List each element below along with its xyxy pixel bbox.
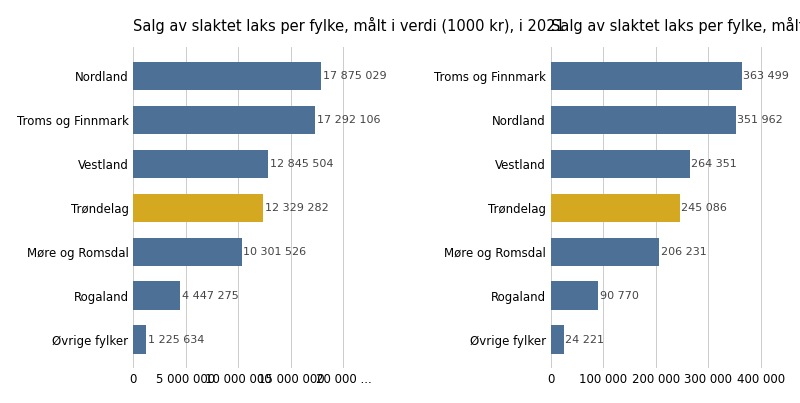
Text: 363 499: 363 499 bbox=[743, 71, 790, 81]
Bar bbox=[551, 281, 598, 310]
Bar bbox=[134, 237, 242, 266]
Text: 1 225 634: 1 225 634 bbox=[148, 334, 204, 345]
Text: 90 770: 90 770 bbox=[600, 291, 639, 301]
Bar bbox=[134, 281, 180, 310]
Text: 12 845 504: 12 845 504 bbox=[270, 159, 334, 169]
Text: 24 221: 24 221 bbox=[566, 334, 604, 345]
Bar bbox=[551, 325, 563, 354]
Text: 264 351: 264 351 bbox=[691, 159, 737, 169]
Bar bbox=[551, 237, 659, 266]
Text: 10 301 526: 10 301 526 bbox=[243, 247, 306, 257]
Text: 351 962: 351 962 bbox=[738, 115, 783, 125]
Bar bbox=[134, 62, 321, 91]
Text: 17 875 029: 17 875 029 bbox=[323, 71, 386, 81]
Bar bbox=[551, 106, 736, 134]
Bar bbox=[551, 194, 679, 222]
Bar bbox=[551, 150, 690, 178]
Text: 245 086: 245 086 bbox=[682, 203, 727, 213]
Text: Salg av slaktet laks per fylke, målt i verdi (1000 kr), i 2021: Salg av slaktet laks per fylke, målt i v… bbox=[134, 17, 566, 34]
Text: Salg av slaktet laks per fylke, målt i vekt (tonn), i 2021: Salg av slaktet laks per fylke, målt i v… bbox=[551, 17, 800, 34]
Bar bbox=[134, 194, 263, 222]
Bar bbox=[551, 62, 742, 91]
Bar bbox=[134, 325, 146, 354]
Bar bbox=[134, 150, 268, 178]
Text: 17 292 106: 17 292 106 bbox=[317, 115, 380, 125]
Bar bbox=[134, 106, 315, 134]
Text: 4 447 275: 4 447 275 bbox=[182, 291, 238, 301]
Text: 12 329 282: 12 329 282 bbox=[265, 203, 328, 213]
Text: 206 231: 206 231 bbox=[661, 247, 706, 257]
